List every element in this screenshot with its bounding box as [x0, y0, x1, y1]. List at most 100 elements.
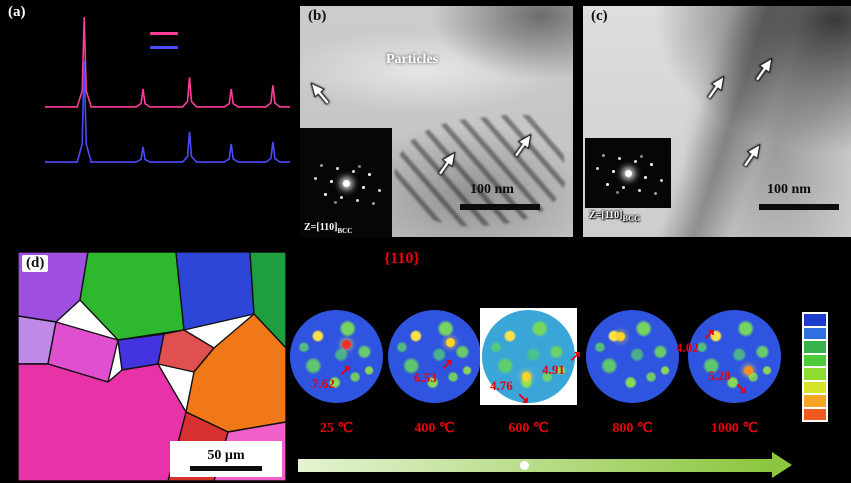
- colorbar-segment: [804, 408, 826, 420]
- annotation-value: 4.02: [676, 340, 699, 355]
- pole-figure-cell-1000C: 1000 ℃: [686, 308, 783, 437]
- pole-figure-frame: [686, 308, 783, 405]
- particles-annotation: Particles: [386, 52, 439, 67]
- pole-temp-label: 400 ℃: [414, 421, 455, 436]
- tem-arrow-icon: [754, 57, 773, 82]
- panel-b-tem: (b) Particles Z=[110]BCC 100 nm: [300, 6, 573, 237]
- pole-temp-label: 800 ℃: [612, 421, 653, 436]
- grain: [79, 252, 185, 341]
- annotation-value: 4.76: [490, 378, 513, 393]
- panel-c-tem: (c) Z=[110]BCC 100 nm: [583, 6, 851, 237]
- pole-figure-25C: [290, 310, 383, 403]
- scale-box: 50 µm: [170, 441, 282, 477]
- pole-figure-400C: [388, 310, 481, 403]
- annotation-arrow-icon: ↘: [517, 391, 530, 407]
- max-intensity-annotation: 4.76 ↘: [490, 378, 530, 407]
- annotation-arrow-icon: ↗: [703, 327, 716, 343]
- xrd-plot: [45, 17, 290, 163]
- pole-figure-cell-400C: 400 ℃: [386, 308, 483, 437]
- annotation-arrow-icon: ↗: [569, 349, 582, 365]
- tem-arrow-icon: [437, 151, 456, 176]
- pole-temp-label: 25 ℃: [319, 421, 354, 436]
- tem-arrow-icon: [310, 82, 331, 106]
- pole-temp-label: 1000 ℃: [710, 421, 759, 436]
- zone-axis-main: Z=[110]: [304, 222, 338, 233]
- pole-temp-label: 600 ℃: [508, 421, 549, 436]
- annotation-arrow-icon: ↘: [735, 381, 748, 397]
- arrow-shaft: [298, 458, 772, 472]
- pole-figure-frame: [480, 308, 577, 405]
- arrow-center-dot: [520, 460, 529, 470]
- xrd-curve-blue-curve: [45, 60, 290, 163]
- arrow-head-icon: [772, 452, 792, 478]
- zone-axis-label: Z=[110]BCC: [589, 210, 640, 223]
- pole-figure-section: {110} 25 ℃ 400 ℃ 600 ℃ 800 ℃ 1000 ℃ 7.62…: [288, 250, 851, 483]
- panel-d-label: (d): [22, 255, 49, 272]
- max-intensity-annotation: 5.28 ↘: [708, 368, 748, 397]
- panel-a-xrd: (a): [0, 0, 296, 246]
- colorbar-segment: [804, 395, 826, 407]
- diffraction-center-spot: [625, 170, 632, 177]
- grain: [175, 252, 255, 331]
- intensity-max-spot: [342, 340, 351, 349]
- colorbar-segment: [804, 341, 826, 353]
- panel-c-label: (c): [591, 8, 608, 24]
- colorbar-segment: [804, 368, 826, 380]
- diffraction-center-spot: [343, 179, 350, 187]
- max-intensity-annotation: 4.91 ↗: [542, 349, 582, 378]
- tem-arrow-icon: [513, 133, 532, 158]
- tem-dark-streaks: [389, 109, 571, 235]
- colorbar-segment: [804, 354, 826, 366]
- tem-dark-band: [653, 6, 807, 237]
- colorbar-segment: [804, 381, 826, 393]
- saed-inset: Z=[110]BCC: [300, 128, 392, 237]
- scale-bar: [759, 204, 839, 210]
- pole-figure-frame: [386, 308, 483, 405]
- pole-figure-cell-600C: 600 ℃: [480, 308, 577, 437]
- annotation-arrow-icon: ↗: [441, 357, 454, 373]
- pole-figure-frame: [288, 308, 385, 405]
- pole-figure-600C: [482, 310, 575, 403]
- colorbar-segment: [804, 314, 826, 326]
- panel-a-label: (a): [8, 4, 26, 20]
- intensity-max-spot: [744, 366, 753, 375]
- intensity-max-spot: [522, 372, 531, 381]
- intensity-max-spot: [446, 338, 455, 347]
- scale-bar-label: 100 nm: [470, 182, 514, 197]
- grain: [249, 252, 286, 349]
- scale-bar-label: 50 µm: [207, 447, 245, 463]
- grain: [18, 363, 187, 481]
- zone-axis-subscript: BCC: [337, 227, 353, 235]
- pole-figure-frame: [584, 308, 681, 405]
- pole-figure-800C: [586, 310, 679, 403]
- zone-axis-subscript: BCC: [622, 214, 641, 223]
- zone-axis-main: Z=[110]: [589, 210, 623, 221]
- annotation-value: 6.53: [414, 370, 437, 385]
- tem-arrow-icon: [742, 143, 761, 168]
- scale-bar: [460, 204, 540, 210]
- colorbar-segment: [804, 327, 826, 339]
- xrd-curve-pink-curve: [45, 17, 290, 108]
- scale-bar: [190, 465, 262, 471]
- max-intensity-annotation: 4.02 ↗: [676, 327, 716, 356]
- temperature-gradient-arrow: [298, 452, 792, 478]
- pole-figure-1000C: [688, 310, 781, 403]
- max-intensity-annotation: 7.62 ↗: [312, 363, 352, 392]
- colorbar: [802, 312, 828, 422]
- annotation-value: 5.28: [708, 368, 731, 383]
- legend-line-blue: [150, 46, 178, 49]
- saed-inset: [585, 138, 671, 208]
- max-intensity-annotation: 6.53 ↗: [414, 357, 454, 386]
- intensity-max-spot: [616, 332, 625, 341]
- annotation-value: 7.62: [312, 376, 335, 391]
- pole-figure-family-label: {110}: [384, 250, 420, 267]
- pole-figure-cell-25C: 25 ℃: [288, 308, 385, 437]
- scale-bar-label: 100 nm: [767, 182, 811, 197]
- annotation-value: 4.91: [542, 362, 565, 377]
- annotation-arrow-icon: ↗: [339, 363, 352, 379]
- zone-axis-label: Z=[110]BCC: [304, 222, 352, 235]
- panel-d-ebsd-map: (d) 50 µm: [18, 252, 286, 481]
- tem-arrow-icon: [706, 75, 725, 100]
- pole-figure-cell-800C: 800 ℃: [584, 308, 681, 437]
